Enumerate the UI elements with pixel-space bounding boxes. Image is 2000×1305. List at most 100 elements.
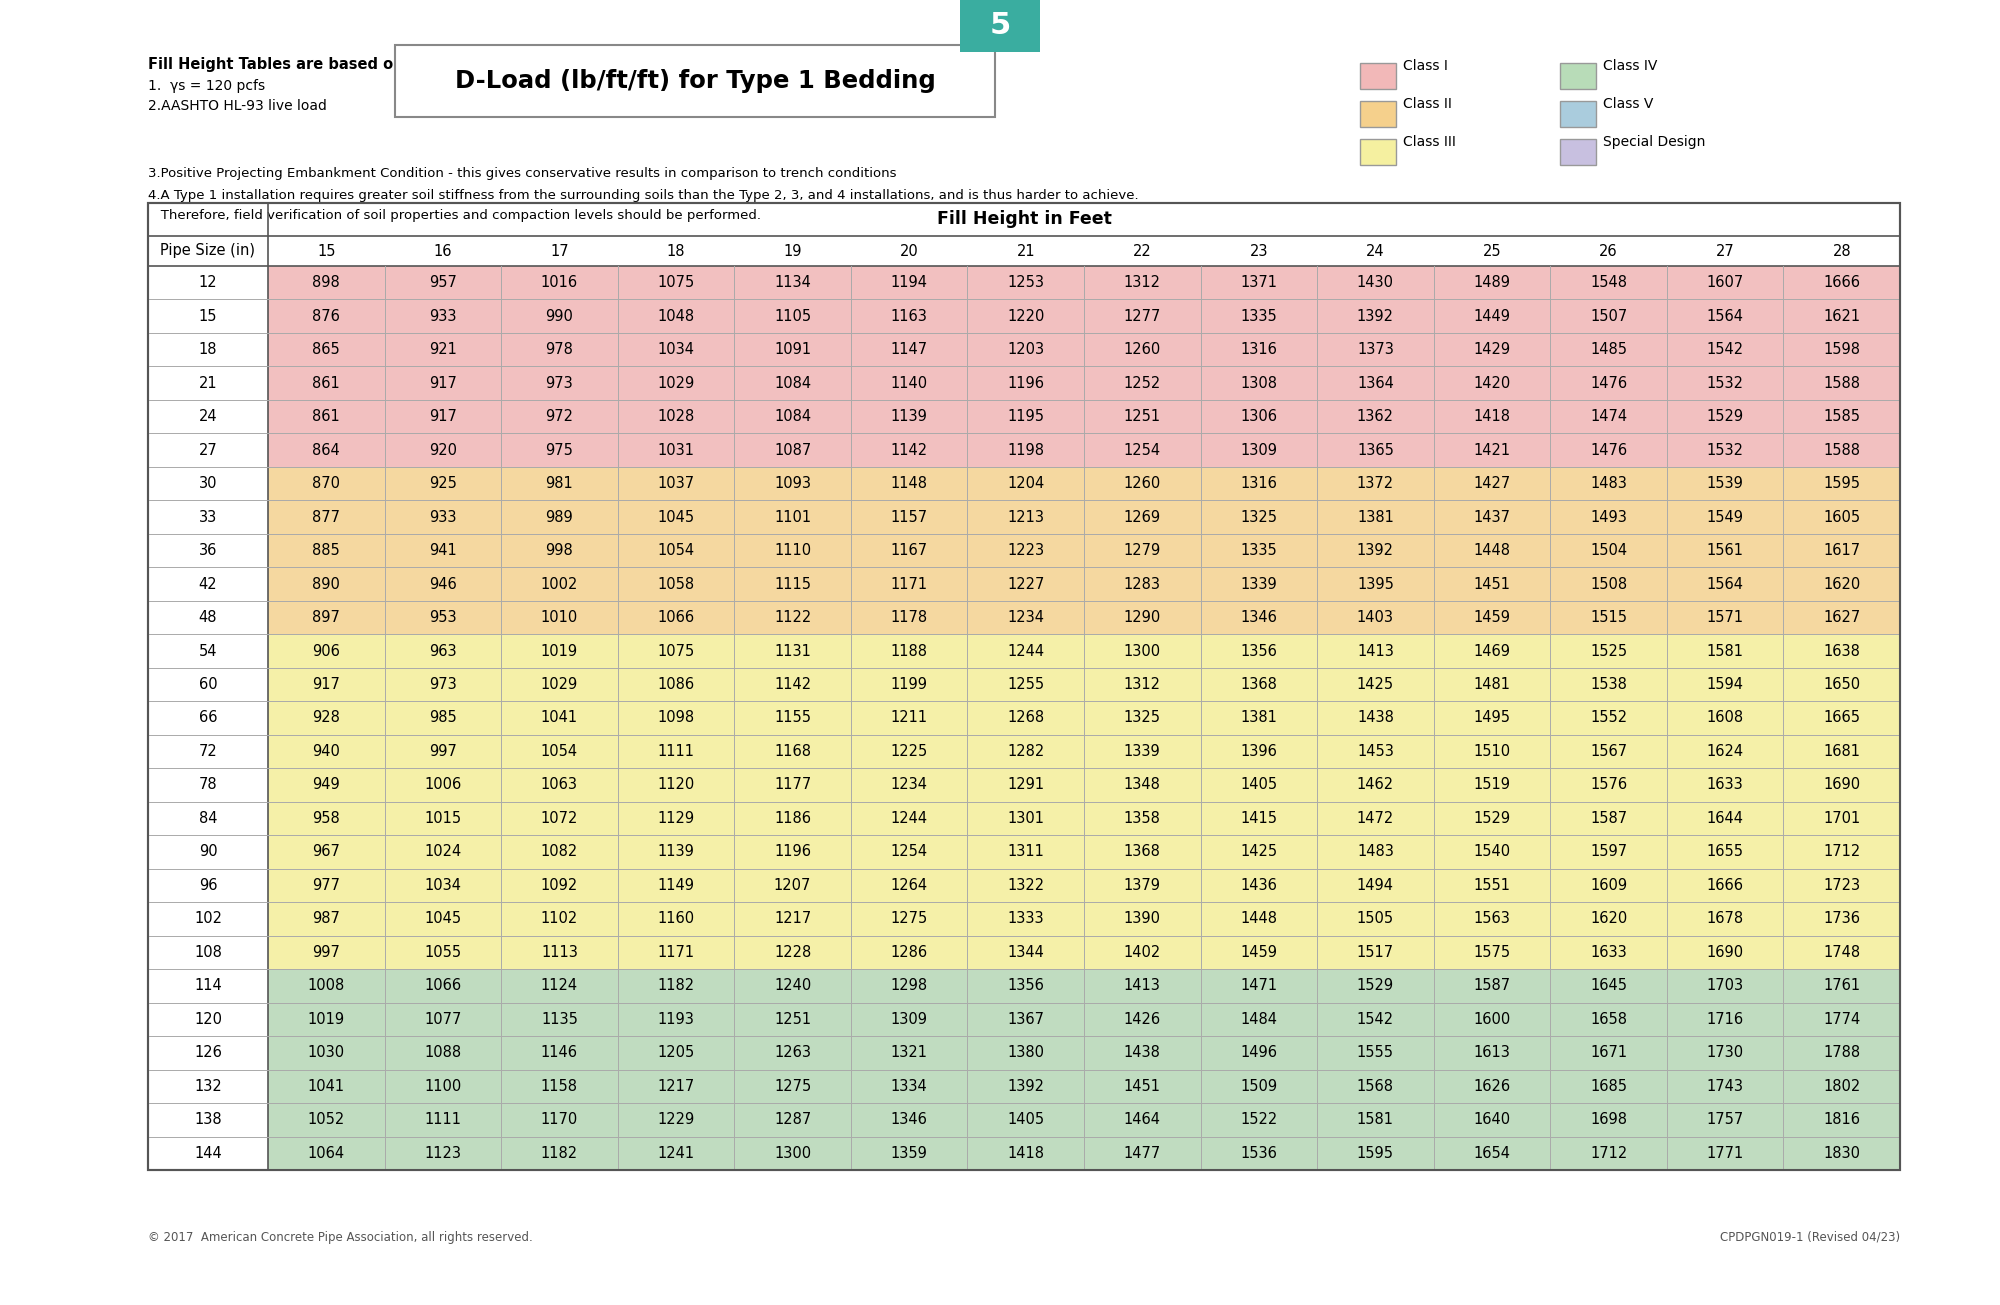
- Text: 1228: 1228: [774, 945, 812, 960]
- Text: 1730: 1730: [1706, 1045, 1744, 1061]
- Text: 1712: 1712: [1590, 1146, 1628, 1160]
- Text: 958: 958: [312, 810, 340, 826]
- Text: 1111: 1111: [658, 744, 694, 760]
- Text: 1474: 1474: [1590, 410, 1628, 424]
- Text: 1650: 1650: [1824, 677, 1860, 692]
- Text: 1594: 1594: [1706, 677, 1744, 692]
- Text: 1403: 1403: [1356, 609, 1394, 625]
- Text: 1182: 1182: [540, 1146, 578, 1160]
- Text: 1402: 1402: [1124, 945, 1160, 960]
- Text: Class II: Class II: [1404, 97, 1452, 111]
- Text: 1517: 1517: [1356, 945, 1394, 960]
- Text: 1532: 1532: [1706, 442, 1744, 458]
- Text: 1476: 1476: [1590, 442, 1628, 458]
- Text: 1010: 1010: [540, 609, 578, 625]
- Text: Fill Height in Feet: Fill Height in Feet: [936, 210, 1112, 228]
- Text: 1381: 1381: [1240, 710, 1278, 726]
- Text: 977: 977: [312, 878, 340, 893]
- Text: 876: 876: [312, 309, 340, 324]
- Text: 1335: 1335: [1240, 543, 1278, 559]
- Text: 917: 917: [428, 410, 456, 424]
- Text: 1620: 1620: [1590, 911, 1628, 927]
- Text: 1712: 1712: [1824, 844, 1860, 860]
- Text: 1542: 1542: [1356, 1011, 1394, 1027]
- Text: 940: 940: [312, 744, 340, 760]
- Text: 1131: 1131: [774, 643, 812, 659]
- Text: 1264: 1264: [890, 878, 928, 893]
- Text: 1515: 1515: [1590, 609, 1628, 625]
- Text: 1253: 1253: [1008, 275, 1044, 290]
- Text: 972: 972: [546, 410, 574, 424]
- Text: 1666: 1666: [1706, 878, 1744, 893]
- Text: 1129: 1129: [658, 810, 694, 826]
- Text: 1054: 1054: [540, 744, 578, 760]
- Text: 1195: 1195: [1008, 410, 1044, 424]
- Text: 1418: 1418: [1474, 410, 1510, 424]
- Text: 1561: 1561: [1706, 543, 1744, 559]
- Text: 1088: 1088: [424, 1045, 462, 1061]
- Text: 1092: 1092: [540, 878, 578, 893]
- Text: 1816: 1816: [1824, 1112, 1860, 1128]
- Text: 1220: 1220: [1008, 309, 1044, 324]
- Text: 1275: 1275: [890, 911, 928, 927]
- Text: 1260: 1260: [1124, 342, 1160, 358]
- Text: 5: 5: [990, 12, 1010, 40]
- Text: 1459: 1459: [1474, 609, 1510, 625]
- Bar: [268, 970, 1900, 1002]
- Text: 1564: 1564: [1706, 577, 1744, 591]
- Text: 1356: 1356: [1008, 979, 1044, 993]
- Text: 1437: 1437: [1474, 510, 1510, 525]
- Text: 1287: 1287: [774, 1112, 812, 1128]
- Text: 1120: 1120: [658, 778, 694, 792]
- Text: 877: 877: [312, 510, 340, 525]
- Text: 1532: 1532: [1706, 376, 1744, 390]
- Text: 1211: 1211: [890, 710, 928, 726]
- Text: 26: 26: [1600, 244, 1618, 258]
- Text: 1217: 1217: [774, 911, 812, 927]
- Text: 1019: 1019: [540, 643, 578, 659]
- Bar: [1560, 140, 1596, 164]
- Text: 1365: 1365: [1356, 442, 1394, 458]
- Bar: [268, 1036, 1900, 1070]
- Text: 1063: 1063: [540, 778, 578, 792]
- Text: 1576: 1576: [1590, 778, 1628, 792]
- Bar: [268, 668, 1900, 701]
- Text: 1300: 1300: [774, 1146, 812, 1160]
- Text: 1298: 1298: [890, 979, 928, 993]
- Text: 1585: 1585: [1824, 410, 1860, 424]
- Text: 28: 28: [1832, 244, 1852, 258]
- Text: 1448: 1448: [1474, 543, 1510, 559]
- Text: 1283: 1283: [1124, 577, 1160, 591]
- Text: 1029: 1029: [658, 376, 694, 390]
- Bar: [268, 266, 1900, 299]
- Text: 1788: 1788: [1824, 1045, 1860, 1061]
- Text: 1542: 1542: [1706, 342, 1744, 358]
- Text: 1052: 1052: [308, 1112, 344, 1128]
- Bar: [1360, 140, 1396, 164]
- Text: 1757: 1757: [1706, 1112, 1744, 1128]
- Text: 1571: 1571: [1706, 609, 1744, 625]
- Text: 1427: 1427: [1474, 476, 1510, 491]
- Text: 1395: 1395: [1356, 577, 1394, 591]
- Text: 1252: 1252: [1124, 376, 1160, 390]
- Text: 1654: 1654: [1474, 1146, 1510, 1160]
- Text: 1685: 1685: [1590, 1079, 1628, 1094]
- Text: 1077: 1077: [424, 1011, 462, 1027]
- Text: 108: 108: [194, 945, 222, 960]
- Text: 114: 114: [194, 979, 222, 993]
- Text: 1390: 1390: [1124, 911, 1160, 927]
- Text: 1205: 1205: [658, 1045, 694, 1061]
- Bar: [268, 769, 1900, 801]
- Text: 15: 15: [198, 309, 218, 324]
- Text: 1392: 1392: [1008, 1079, 1044, 1094]
- Text: 963: 963: [430, 643, 456, 659]
- Text: 1698: 1698: [1590, 1112, 1628, 1128]
- Text: 998: 998: [546, 543, 574, 559]
- Text: 1163: 1163: [890, 309, 928, 324]
- Text: 1736: 1736: [1824, 911, 1860, 927]
- Text: 1306: 1306: [1240, 410, 1278, 424]
- Text: 1171: 1171: [890, 577, 928, 591]
- Text: 1588: 1588: [1824, 442, 1860, 458]
- Bar: [1560, 100, 1596, 127]
- Text: 1015: 1015: [424, 810, 462, 826]
